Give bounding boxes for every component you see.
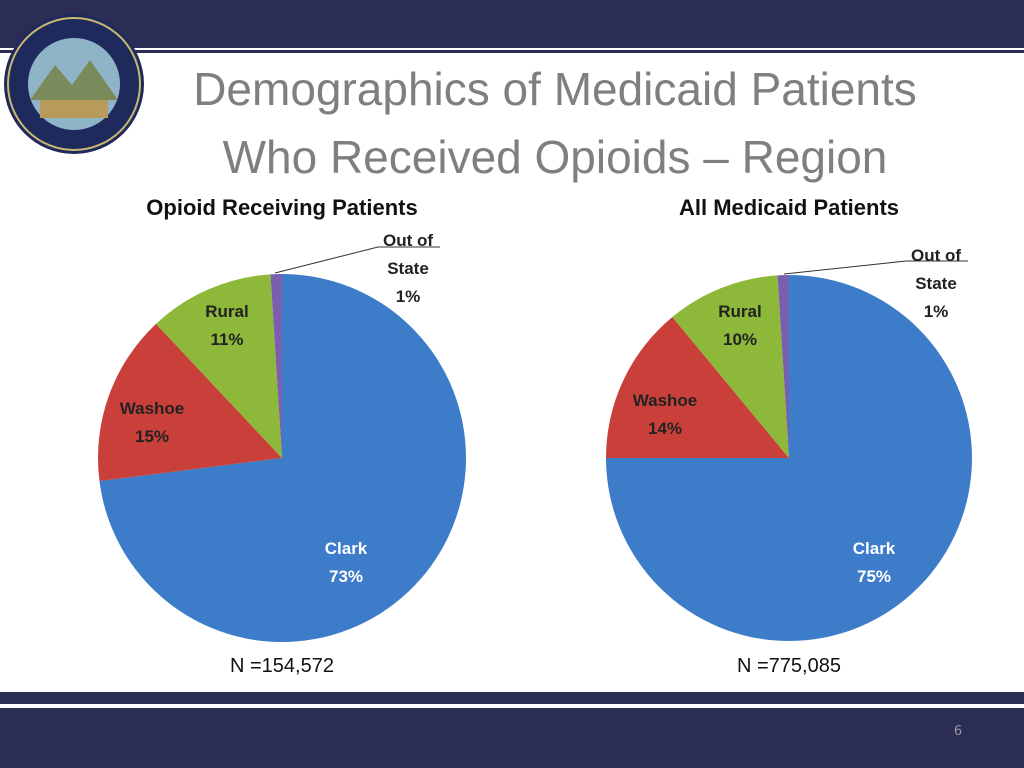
value-label: 1% (395, 287, 421, 306)
slice-label: Clark 73% (309, 535, 383, 591)
slice-label: Out of State 1% (371, 227, 445, 311)
category-label: Out of State (910, 246, 962, 293)
page-number: 6 (953, 724, 963, 739)
category-label: Rural (718, 302, 762, 321)
pie-slice (777, 275, 789, 458)
pie-slice (270, 274, 282, 458)
value-label: 14% (647, 419, 683, 438)
seal (4, 14, 144, 154)
category-label: Clark (324, 539, 368, 558)
category-label: Clark (852, 539, 896, 558)
leader-line (274, 246, 440, 274)
top-band (0, 0, 1024, 48)
sample-size: N =775,085 (737, 655, 841, 677)
pie-slice (606, 316, 789, 458)
category-label: Rural (205, 302, 249, 321)
slice-label: Clark 75% (837, 535, 911, 591)
pie-slice (98, 323, 282, 482)
category-label: Out of State (382, 231, 434, 278)
sample-size: N =154,572 (230, 655, 334, 677)
chart-title: All Medicaid Patients (678, 195, 900, 220)
pie-slice (156, 274, 282, 458)
value-label: 11% (210, 330, 244, 349)
slice-label: Out of State 1% (899, 242, 973, 326)
title-line: Who Received Opioids – Region (222, 131, 888, 183)
value-label: 10% (722, 330, 758, 349)
slice-label: Rural 10% (703, 298, 777, 354)
value-label: 73% (328, 567, 364, 586)
slice-label: Washoe 15% (115, 395, 189, 451)
bottom-band (0, 708, 1024, 768)
top-rule (0, 50, 1024, 53)
slice-label: Rural 11% (190, 298, 264, 354)
pie-slice (99, 274, 467, 642)
value-label: 15% (134, 427, 170, 446)
chart-title: Opioid Receiving Patients (146, 195, 418, 220)
leader-line (783, 260, 968, 275)
category-label: Washoe (632, 391, 698, 410)
category-label: Washoe (119, 399, 185, 418)
bottom-rule (0, 692, 1024, 704)
title-line: Demographics of Medicaid Patients (193, 63, 917, 115)
value-label: 1% (923, 302, 949, 321)
slice-label: Washoe 14% (628, 387, 702, 443)
value-label: 75% (856, 567, 892, 586)
pie-slice (672, 275, 789, 458)
